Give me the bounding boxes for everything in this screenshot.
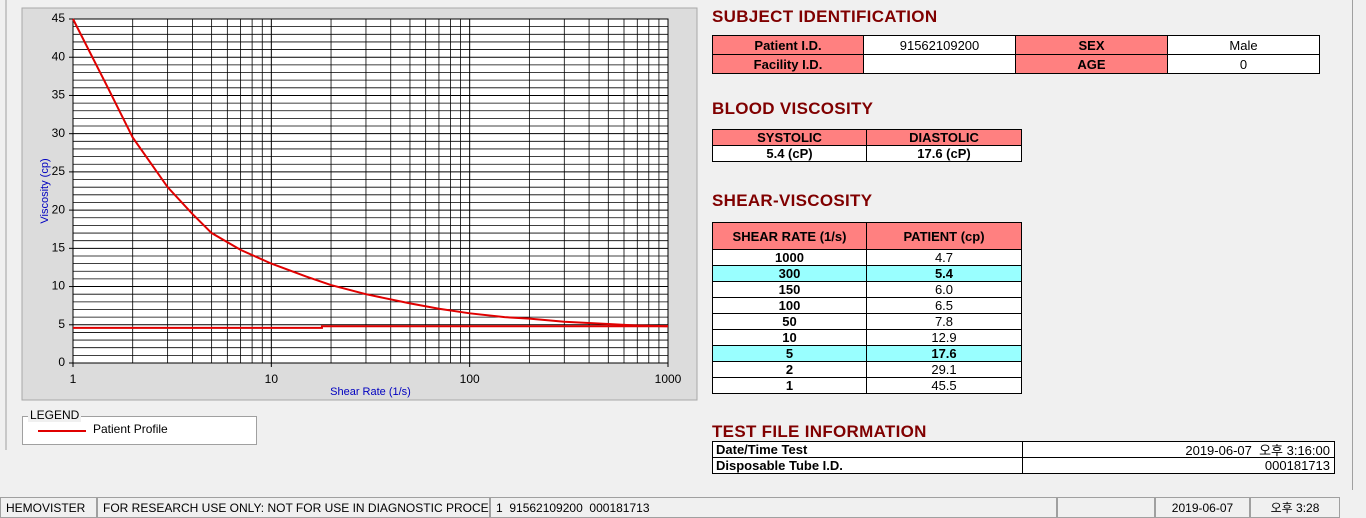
y-tick-label: 15 bbox=[52, 241, 66, 255]
column-header: DIASTOLIC bbox=[866, 129, 1022, 146]
y-tick-label: 10 bbox=[52, 279, 66, 293]
x-tick-label: 10 bbox=[265, 372, 279, 386]
plot-border bbox=[72, 18, 669, 364]
status-cell: HEMOVISTER bbox=[0, 497, 97, 518]
y-tick-label: 45 bbox=[52, 11, 66, 25]
section-title: BLOOD VISCOSITY bbox=[712, 99, 874, 118]
field-value: Male bbox=[1167, 35, 1320, 55]
series-line bbox=[73, 325, 668, 329]
section-title: SHEAR-VISCOSITY bbox=[712, 191, 873, 210]
legend-title: LEGEND bbox=[28, 408, 82, 422]
plot-area bbox=[73, 19, 668, 363]
x-tick-label: 100 bbox=[460, 372, 480, 386]
window-edge bbox=[1352, 0, 1353, 490]
status-cell: 2019-06-07 bbox=[1155, 497, 1250, 518]
viscosity-value: 5.4 (cP) bbox=[712, 145, 867, 162]
field-label: Patient I.D. bbox=[712, 35, 864, 55]
column-header: PATIENT (cp) bbox=[866, 222, 1022, 250]
column-header: SHEAR RATE (1/s) bbox=[712, 222, 867, 250]
y-tick-label: 40 bbox=[52, 49, 66, 63]
x-tick-label: 1000 bbox=[655, 372, 682, 386]
shear-rate: 100 bbox=[712, 297, 867, 314]
patient-viscosity: 29.1 bbox=[866, 361, 1022, 378]
status-cell: 1 91562109200 000181713 bbox=[490, 497, 1057, 518]
field-value: 0 bbox=[1167, 54, 1320, 74]
y-tick-label: 0 bbox=[58, 355, 65, 369]
patient-viscosity: 6.5 bbox=[866, 297, 1022, 314]
field-value: 91562109200 bbox=[863, 35, 1016, 55]
y-tick-label: 30 bbox=[52, 126, 66, 140]
legend-swatch bbox=[38, 430, 86, 432]
x-tick-label: 1 bbox=[70, 372, 77, 386]
legend-label: Patient Profile bbox=[93, 422, 168, 436]
info-label: Date/Time Test bbox=[712, 441, 1023, 458]
shear-rate: 10 bbox=[712, 329, 867, 346]
patient-viscosity: 17.6 bbox=[866, 345, 1022, 362]
x-axis-title: Shear Rate (1/s) bbox=[330, 386, 411, 398]
patient-viscosity: 5.4 bbox=[866, 265, 1022, 282]
y-axis-title: Viscosity (cp) bbox=[39, 158, 51, 223]
chart: 0 5 10 15 20 25 30 35 40 45 1 10 100 1000 Shear Rate (… bbox=[5, 0, 698, 450]
field-value bbox=[863, 54, 1016, 74]
section-title: TEST FILE INFORMATION bbox=[712, 422, 927, 441]
patient-viscosity: 4.7 bbox=[866, 249, 1022, 266]
y-tick-label: 35 bbox=[52, 88, 66, 102]
field-label: AGE bbox=[1015, 54, 1168, 74]
info-label: Disposable Tube I.D. bbox=[712, 457, 1023, 474]
viscosity-value: 17.6 (cP) bbox=[866, 145, 1022, 162]
y-tick-label: 20 bbox=[52, 202, 66, 216]
shear-rate: 50 bbox=[712, 313, 867, 330]
section-title: SUBJECT IDENTIFICATION bbox=[712, 7, 938, 26]
shear-rate: 1 bbox=[712, 377, 867, 394]
info-value: 000181713 bbox=[1022, 457, 1335, 474]
y-tick-label: 25 bbox=[52, 164, 66, 178]
shear-rate: 150 bbox=[712, 281, 867, 298]
y-tick-label: 5 bbox=[58, 317, 65, 331]
info-value: 2019-06-07 오후 3:16:00 bbox=[1022, 441, 1335, 458]
patient-viscosity: 12.9 bbox=[866, 329, 1022, 346]
shear-rate: 2 bbox=[712, 361, 867, 378]
status-cell: FOR RESEARCH USE ONLY: NOT FOR USE IN DI… bbox=[97, 497, 490, 518]
field-label: SEX bbox=[1015, 35, 1168, 55]
status-cell bbox=[1057, 497, 1155, 518]
series-line bbox=[72, 18, 669, 328]
status-cell: 오후 3:28 bbox=[1250, 497, 1340, 518]
patient-viscosity: 6.0 bbox=[866, 281, 1022, 298]
shear-rate: 5 bbox=[712, 345, 867, 362]
column-header: SYSTOLIC bbox=[712, 129, 867, 146]
patient-viscosity: 7.8 bbox=[866, 313, 1022, 330]
shear-rate: 300 bbox=[712, 265, 867, 282]
shear-rate: 1000 bbox=[712, 249, 867, 266]
patient-viscosity: 45.5 bbox=[866, 377, 1022, 394]
field-label: Facility I.D. bbox=[712, 54, 864, 74]
